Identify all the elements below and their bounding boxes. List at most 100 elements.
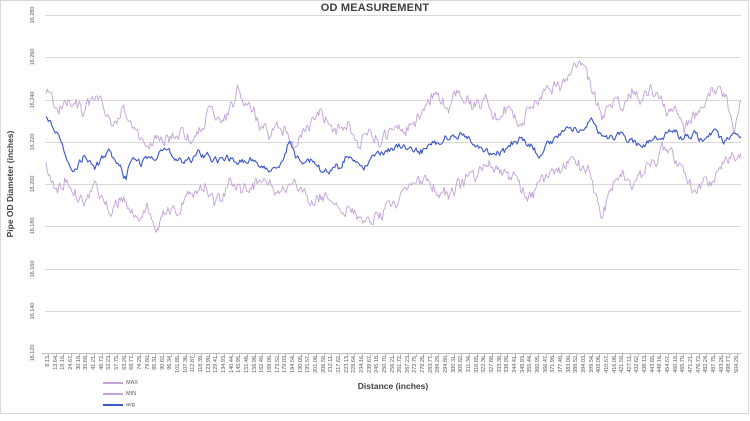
x-tick-mark — [293, 354, 294, 357]
x-tick-mark — [193, 354, 195, 357]
x-tick-label: 250.70 — [381, 356, 388, 373]
x-tick-mark — [614, 354, 616, 357]
x-tick-mark — [285, 354, 287, 357]
x-tick-label: 311.34 — [466, 356, 473, 373]
x-tick-mark — [224, 354, 226, 357]
legend-item-MAX: MAX — [103, 377, 138, 388]
gridline — [45, 184, 741, 185]
x-tick-mark — [48, 354, 49, 357]
x-tick-mark — [507, 354, 509, 357]
x-tick-mark — [499, 354, 501, 357]
x-tick-mark — [652, 354, 654, 357]
x-tick-label: 201.08 — [312, 356, 319, 373]
x-tick-mark — [170, 354, 172, 357]
x-tick-mark — [216, 354, 218, 357]
x-tick-mark — [109, 354, 111, 357]
x-tick-mark — [254, 354, 256, 357]
x-tick-mark — [668, 354, 670, 357]
x-tick-mark — [407, 354, 409, 357]
x-tick-mark — [185, 354, 187, 357]
x-tick-mark — [438, 354, 440, 357]
x-tick-mark — [568, 354, 570, 357]
legend-item-MIN: MIN — [103, 388, 138, 399]
x-tick-mark — [606, 354, 608, 357]
x-tick-label: 360.95 — [534, 356, 541, 373]
x-tick-mark — [530, 354, 532, 357]
x-tick-label: 217.62 — [335, 356, 342, 373]
legend: MAX MIN avg — [103, 377, 138, 410]
x-tick-label: 278.26 — [420, 356, 427, 373]
x-tick-label: 24.67 — [67, 356, 74, 370]
x-tick-mark — [698, 354, 700, 357]
gridline — [45, 226, 741, 227]
x-tick-mark — [430, 354, 432, 357]
x-tick-mark — [660, 354, 662, 357]
x-tick-mark — [583, 354, 585, 357]
x-tick-mark — [139, 354, 141, 357]
x-tick-label: 8.13 — [45, 356, 51, 367]
x-tick-mark — [178, 354, 180, 357]
y-tick-label: 16.260 — [30, 48, 36, 66]
y-axis-title: Pipe OD Diameter (inches) — [5, 130, 15, 238]
x-tick-label: 410.57 — [603, 356, 610, 373]
gridline — [45, 15, 741, 16]
x-axis-line — [42, 353, 741, 354]
x-tick-mark — [637, 354, 639, 357]
gridline — [45, 57, 741, 58]
x-tick-mark — [706, 354, 708, 357]
x-tick-mark — [553, 354, 555, 357]
x-tick-label: 438.13 — [642, 356, 649, 373]
x-tick-mark — [545, 354, 547, 357]
x-tick-label: 184.54 — [289, 356, 296, 373]
x-tick-mark — [323, 354, 325, 357]
x-tick-mark — [515, 354, 516, 357]
y-tick-label: 16.120 — [30, 344, 36, 362]
x-tick-label: 118.39 — [198, 356, 205, 373]
y-tick-label: 16.180 — [30, 217, 36, 235]
y-tick-label: 16.220 — [30, 133, 36, 151]
legend-label: avg — [126, 401, 135, 408]
x-tick-mark — [461, 354, 463, 357]
x-tick-mark — [71, 354, 72, 357]
x-tick-mark — [147, 354, 149, 357]
x-axis-title: Distance (inches) — [357, 381, 429, 391]
legend-swatch — [103, 392, 123, 395]
x-tick-mark — [101, 354, 103, 357]
x-tick-mark — [415, 354, 417, 357]
x-tick-mark — [560, 354, 562, 357]
x-tick-label: 85.31 — [152, 356, 159, 370]
x-tick-mark — [484, 354, 486, 357]
x-tick-mark — [492, 354, 493, 357]
x-tick-mark — [384, 354, 386, 357]
x-tick-label: 454.67 — [665, 356, 672, 373]
x-tick-mark — [354, 354, 356, 357]
x-tick-mark — [155, 354, 157, 357]
x-tick-mark — [683, 354, 685, 357]
x-tick-mark — [522, 354, 524, 357]
legend-swatch — [103, 381, 123, 384]
x-tick-label: 245.18 — [374, 356, 381, 373]
x-tick-mark — [300, 354, 302, 357]
x-tick-mark — [63, 354, 65, 357]
x-tick-mark — [132, 354, 134, 357]
x-tick-mark — [346, 354, 348, 357]
x-tick-mark — [729, 354, 731, 357]
y-tick-label: 16.280 — [30, 6, 36, 24]
x-tick-mark — [55, 354, 57, 357]
x-tick-label: 471.21 — [688, 356, 695, 373]
x-tick-mark — [392, 354, 394, 357]
x-tick-label: 151.46 — [244, 356, 251, 373]
x-tick-label: 41.21 — [90, 356, 97, 370]
x-tick-mark — [400, 354, 402, 357]
x-tick-mark — [377, 354, 379, 357]
x-tick-mark — [315, 354, 317, 357]
y-tick-label: 16.200 — [30, 175, 36, 193]
x-tick-mark — [208, 354, 210, 357]
x-tick-mark — [453, 354, 455, 357]
x-tick-label: 344.41 — [511, 356, 518, 373]
x-tick-label: 377.49 — [557, 356, 564, 373]
x-tick-mark — [538, 354, 539, 357]
x-tick-mark — [308, 354, 310, 357]
